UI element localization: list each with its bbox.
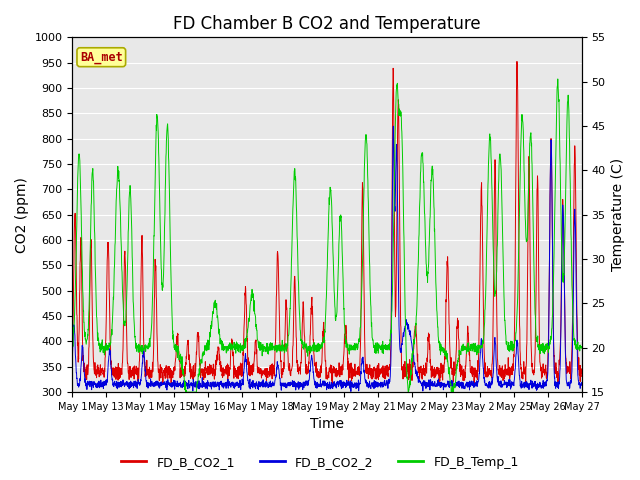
Title: FD Chamber B CO2 and Temperature: FD Chamber B CO2 and Temperature (173, 15, 481, 33)
Text: BA_met: BA_met (80, 51, 123, 64)
Y-axis label: CO2 (ppm): CO2 (ppm) (15, 177, 29, 252)
Y-axis label: Temperature (C): Temperature (C) (611, 158, 625, 271)
Legend: FD_B_CO2_1, FD_B_CO2_2, FD_B_Temp_1: FD_B_CO2_1, FD_B_CO2_2, FD_B_Temp_1 (116, 451, 524, 474)
X-axis label: Time: Time (310, 418, 344, 432)
